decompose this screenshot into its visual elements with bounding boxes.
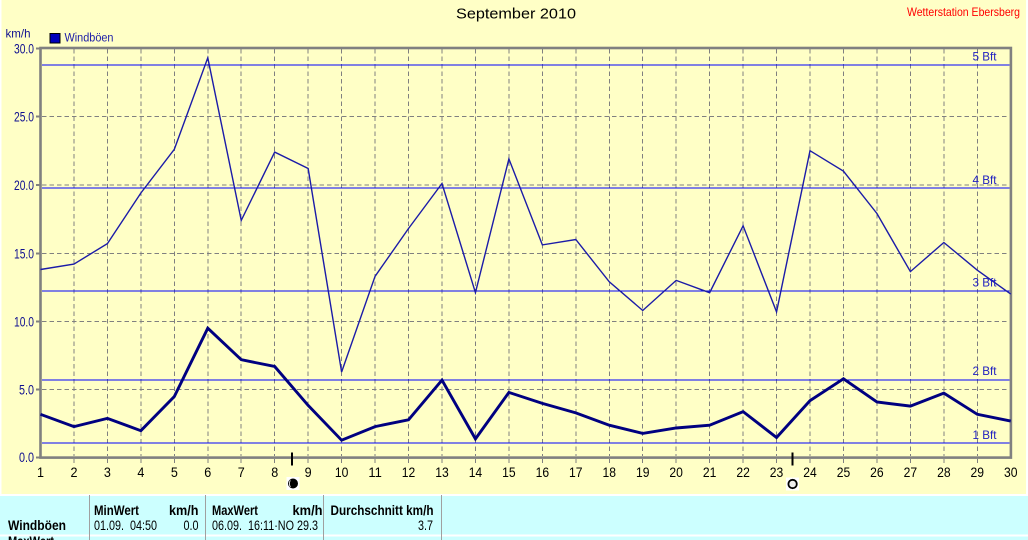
- svg-text:3.7: 3.7: [418, 518, 433, 533]
- svg-text:29: 29: [971, 464, 985, 480]
- svg-text:6: 6: [204, 464, 211, 480]
- svg-text:2 Bft: 2 Bft: [973, 364, 998, 378]
- svg-text:20.0: 20.0: [14, 177, 34, 193]
- svg-text:10: 10: [335, 464, 349, 480]
- svg-text:23: 23: [770, 464, 784, 480]
- svg-text:06.09. 16:11·NO 29.3: 06.09. 16:11·NO 29.3: [212, 518, 318, 533]
- svg-text:0.0: 0.0: [19, 449, 34, 465]
- svg-text:7: 7: [238, 464, 245, 480]
- svg-text:MaxWert: MaxWert: [8, 534, 54, 540]
- svg-text:26: 26: [870, 464, 884, 480]
- svg-text:18: 18: [603, 464, 617, 480]
- svg-text:4 Bft: 4 Bft: [973, 173, 998, 187]
- svg-text:25: 25: [837, 464, 851, 480]
- svg-text:km/h: km/h: [293, 503, 323, 518]
- svg-text:Durchschnitt km/h: Durchschnitt km/h: [331, 503, 434, 518]
- svg-text:10.0: 10.0: [14, 313, 34, 329]
- svg-text:13: 13: [435, 464, 449, 480]
- svg-text:September 2010: September 2010: [456, 5, 576, 22]
- svg-text:1 Bft: 1 Bft: [973, 428, 998, 442]
- svg-text:20: 20: [669, 464, 683, 480]
- svg-text:9: 9: [305, 464, 312, 480]
- svg-text:28: 28: [937, 464, 951, 480]
- svg-text:30: 30: [1004, 464, 1018, 480]
- svg-text:0.0: 0.0: [184, 518, 199, 533]
- svg-text:24: 24: [803, 464, 817, 480]
- svg-text:16: 16: [536, 464, 550, 480]
- svg-text:km/h: km/h: [169, 503, 199, 518]
- svg-text:5.0: 5.0: [19, 381, 34, 397]
- svg-text:MinWert: MinWert: [94, 503, 139, 518]
- svg-text:12: 12: [402, 464, 416, 480]
- svg-text:17: 17: [569, 464, 583, 480]
- svg-text:01.09. 04:50: 01.09. 04:50: [94, 518, 157, 533]
- svg-text:19: 19: [636, 464, 650, 480]
- svg-text:15: 15: [502, 464, 516, 480]
- svg-text:Windböen: Windböen: [65, 33, 114, 45]
- svg-text:15.0: 15.0: [14, 245, 34, 261]
- svg-text:22: 22: [736, 464, 750, 480]
- svg-text:MaxWert: MaxWert: [212, 503, 258, 518]
- svg-text:21: 21: [703, 464, 717, 480]
- svg-text:Wetterstation Ebersberg: Wetterstation Ebersberg: [907, 5, 1020, 19]
- svg-text:km/h: km/h: [6, 27, 31, 41]
- svg-text:5: 5: [171, 464, 178, 480]
- svg-text:4: 4: [137, 464, 144, 480]
- svg-text:3 Bft: 3 Bft: [973, 276, 998, 290]
- svg-text:3: 3: [104, 464, 111, 480]
- svg-text:8: 8: [271, 464, 278, 480]
- svg-text:2: 2: [70, 464, 77, 480]
- svg-text:Windböen: Windböen: [8, 518, 66, 533]
- svg-text:1: 1: [37, 464, 44, 480]
- svg-text:11: 11: [368, 464, 382, 480]
- svg-text:27: 27: [904, 464, 918, 480]
- svg-text:25.0: 25.0: [14, 108, 34, 124]
- svg-text:14: 14: [469, 464, 483, 480]
- svg-text:30.0: 30.0: [14, 40, 34, 56]
- svg-text:5 Bft: 5 Bft: [973, 50, 998, 64]
